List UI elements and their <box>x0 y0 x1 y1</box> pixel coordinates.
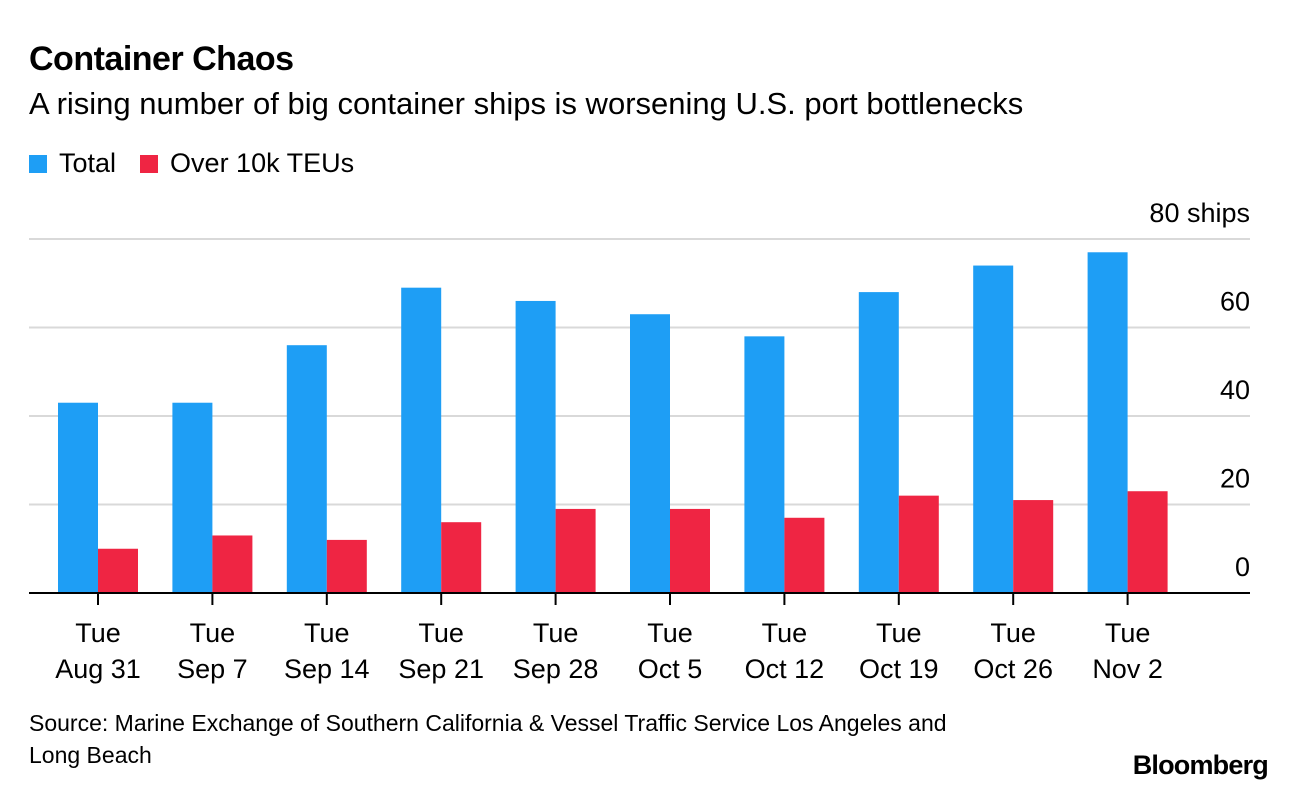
bar-over10k-4 <box>555 508 596 593</box>
y-tick-label: 80 ships <box>1149 198 1250 228</box>
bar-over10k-6 <box>784 517 825 593</box>
legend-swatch-over10k <box>140 154 159 173</box>
bar-total-9 <box>1087 252 1128 593</box>
legend-item-total: Total <box>29 148 116 179</box>
bar-over10k-8 <box>1013 500 1054 593</box>
x-tick-label-date: Sep 28 <box>513 654 599 684</box>
x-tick-label-date: Oct 5 <box>638 654 703 684</box>
x-tick-label-date: Oct 19 <box>859 654 939 684</box>
bar-total-5 <box>630 314 670 593</box>
y-tick-label: 60 <box>1220 287 1250 317</box>
x-tick-label-day: Tue <box>990 618 1036 648</box>
bar-chart: 0 20 40 60 80 ships Tue Aug 31 Tue Sep 7 Tue Sep 1… <box>29 198 1250 684</box>
legend-label-over10k: Over 10k TEUs <box>170 148 355 178</box>
bar-total-7 <box>858 292 899 593</box>
bar-total-2 <box>286 345 327 593</box>
source-note: Source: Marine Exchange of Southern Cali… <box>29 710 947 768</box>
x-tick-label-day: Tue <box>533 618 579 648</box>
bar-over10k-7 <box>898 495 939 593</box>
x-tick-label-day: Tue <box>75 618 121 648</box>
bar-total-0 <box>58 402 98 593</box>
chart-title: Container Chaos <box>29 40 294 78</box>
y-tick-label: 20 <box>1220 464 1250 494</box>
x-tick-label-date: Sep 21 <box>398 654 484 684</box>
bar-over10k-0 <box>98 548 138 593</box>
bar-total-8 <box>973 265 1014 593</box>
x-tick-label-date: Oct 26 <box>973 654 1053 684</box>
x-tick-label-date: Sep 7 <box>177 654 248 684</box>
x-tick-label-day: Tue <box>418 618 464 648</box>
x-tick-label-date: Aug 31 <box>55 654 141 684</box>
bar-total-4 <box>515 300 556 593</box>
x-tick-label-date: Nov 2 <box>1092 654 1163 684</box>
bloomberg-logo: Bloomberg <box>1132 750 1269 780</box>
x-tick-label-day: Tue <box>647 618 693 648</box>
bar-over10k-3 <box>441 522 482 593</box>
bar-total-6 <box>744 336 785 593</box>
legend-label-total: Total <box>59 148 117 178</box>
bar-over10k-9 <box>1127 491 1168 593</box>
y-tick-label: 40 <box>1220 375 1250 405</box>
bar-over10k-2 <box>326 539 367 593</box>
x-tick-label-day: Tue <box>762 618 808 648</box>
bar-total-1 <box>172 402 213 593</box>
x-tick-label-day: Tue <box>304 618 350 648</box>
bar-over10k-1 <box>212 535 253 593</box>
chart-subtitle: A rising number of big container ships i… <box>29 86 1024 121</box>
bar-over10k-5 <box>670 508 710 593</box>
y-tick-label: 0 <box>1235 552 1250 582</box>
x-tick-label-day: Tue <box>1105 618 1151 648</box>
legend-swatch-total <box>29 154 47 173</box>
x-tick-label-day: Tue <box>190 618 236 648</box>
legend-item-over10k: Over 10k TEUs <box>140 148 354 179</box>
bar-total-3 <box>401 287 442 593</box>
x-tick-label-date: Oct 12 <box>745 654 825 684</box>
x-tick-label-date: Sep 14 <box>284 654 370 684</box>
legend: Total Over 10k TEUs <box>29 148 378 179</box>
x-tick-label-day: Tue <box>876 618 922 648</box>
